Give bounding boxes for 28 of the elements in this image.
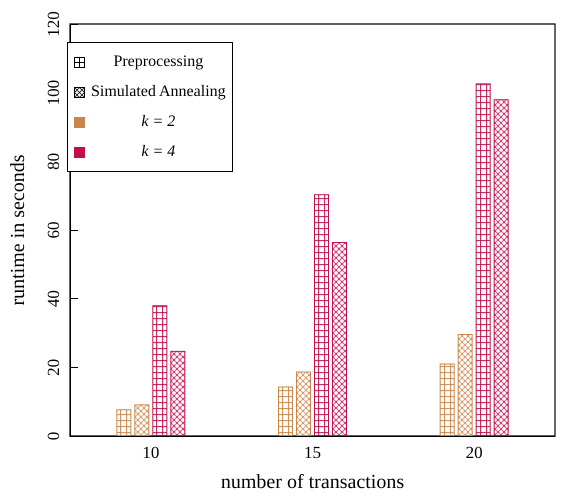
x-axis-title: number of transactions bbox=[220, 471, 404, 493]
bar bbox=[314, 194, 329, 436]
bar bbox=[278, 386, 293, 436]
bar bbox=[170, 350, 186, 436]
bar bbox=[476, 83, 491, 436]
annotation: k = 4 bbox=[140, 143, 176, 161]
x-tick-label: 15 bbox=[304, 443, 321, 462]
bar bbox=[440, 364, 455, 436]
y-tick-label: 80 bbox=[44, 152, 63, 170]
y-tick-label: 60 bbox=[44, 222, 63, 238]
annotation: Simulated Annealing bbox=[90, 83, 226, 101]
y-tick-label: 40 bbox=[44, 290, 63, 308]
y-tick-label: 20 bbox=[44, 358, 63, 376]
bar bbox=[458, 334, 473, 436]
annotation: Preprocessing bbox=[112, 53, 204, 71]
bar bbox=[134, 404, 150, 436]
bar bbox=[494, 99, 509, 436]
y-axis-title: runtime in seconds bbox=[7, 154, 29, 306]
bar bbox=[152, 305, 168, 436]
bar bbox=[116, 409, 132, 436]
x-tick-label: 10 bbox=[142, 443, 160, 462]
y-tick-label: 120 bbox=[44, 11, 63, 37]
y-tick-label: 100 bbox=[44, 80, 63, 106]
x-tick-label: 20 bbox=[466, 443, 483, 462]
annotation: k = 2 bbox=[140, 113, 176, 131]
bar bbox=[332, 242, 347, 436]
y-tick-label: 0 bbox=[44, 432, 63, 440]
bar bbox=[296, 371, 311, 436]
